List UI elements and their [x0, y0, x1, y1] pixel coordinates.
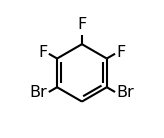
Text: F: F: [116, 45, 126, 60]
Text: Br: Br: [116, 85, 134, 100]
Text: F: F: [38, 45, 48, 60]
Text: Br: Br: [30, 85, 48, 100]
Text: F: F: [77, 17, 87, 32]
